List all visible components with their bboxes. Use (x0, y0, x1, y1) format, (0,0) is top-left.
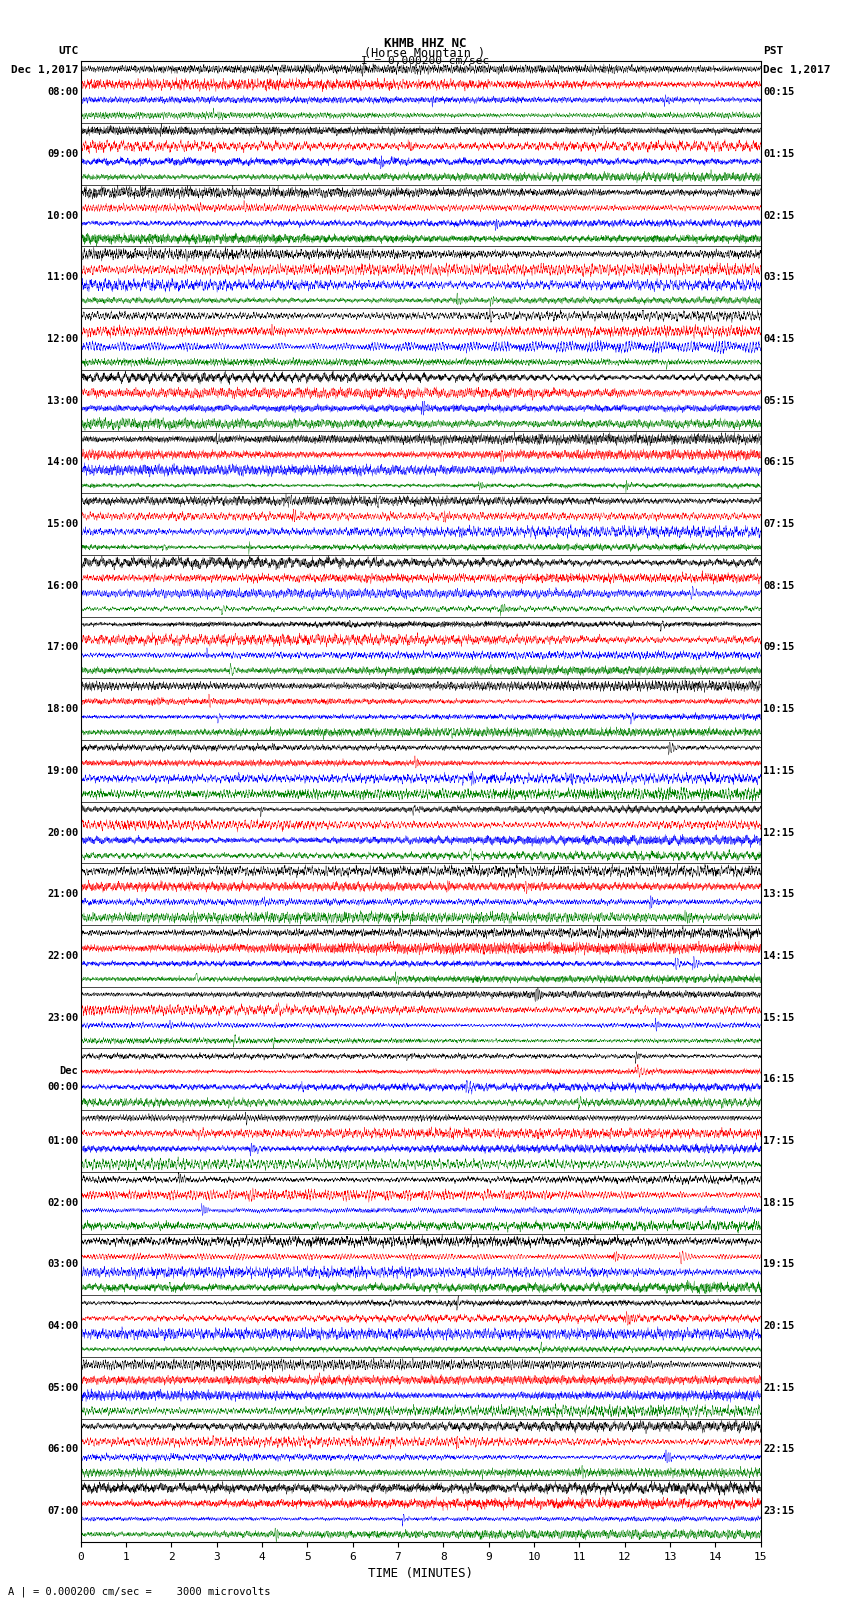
Text: 18:00: 18:00 (47, 705, 78, 715)
X-axis label: TIME (MINUTES): TIME (MINUTES) (368, 1568, 473, 1581)
Text: 11:00: 11:00 (47, 273, 78, 282)
Text: 00:15: 00:15 (763, 87, 795, 97)
Text: I = 0.000200 cm/sec: I = 0.000200 cm/sec (361, 56, 489, 66)
Text: Dec: Dec (60, 1066, 78, 1076)
Text: 08:00: 08:00 (47, 87, 78, 97)
Text: 14:15: 14:15 (763, 952, 795, 961)
Text: 04:15: 04:15 (763, 334, 795, 344)
Text: (Horse Mountain ): (Horse Mountain ) (365, 47, 485, 60)
Text: 23:00: 23:00 (47, 1013, 78, 1023)
Text: 21:15: 21:15 (763, 1382, 795, 1392)
Text: 00:00: 00:00 (47, 1082, 78, 1092)
Text: 16:00: 16:00 (47, 581, 78, 590)
Text: 13:00: 13:00 (47, 395, 78, 405)
Text: 22:15: 22:15 (763, 1445, 795, 1455)
Text: 08:15: 08:15 (763, 581, 795, 590)
Text: 22:00: 22:00 (47, 952, 78, 961)
Text: 20:00: 20:00 (47, 827, 78, 837)
Text: 07:00: 07:00 (47, 1507, 78, 1516)
Text: 19:00: 19:00 (47, 766, 78, 776)
Text: 05:00: 05:00 (47, 1382, 78, 1392)
Text: KHMB HHZ NC: KHMB HHZ NC (383, 37, 467, 50)
Text: 23:15: 23:15 (763, 1507, 795, 1516)
Text: 09:15: 09:15 (763, 642, 795, 652)
Text: Dec 1,2017: Dec 1,2017 (763, 65, 830, 74)
Text: 01:15: 01:15 (763, 148, 795, 158)
Text: 12:00: 12:00 (47, 334, 78, 344)
Text: 18:15: 18:15 (763, 1198, 795, 1208)
Text: 15:15: 15:15 (763, 1013, 795, 1023)
Text: 10:15: 10:15 (763, 705, 795, 715)
Text: 21:00: 21:00 (47, 889, 78, 898)
Text: 03:15: 03:15 (763, 273, 795, 282)
Text: 15:00: 15:00 (47, 519, 78, 529)
Text: PST: PST (763, 47, 784, 56)
Text: 07:15: 07:15 (763, 519, 795, 529)
Text: 17:15: 17:15 (763, 1136, 795, 1145)
Text: 13:15: 13:15 (763, 889, 795, 898)
Text: 16:15: 16:15 (763, 1074, 795, 1084)
Text: 11:15: 11:15 (763, 766, 795, 776)
Text: Dec 1,2017: Dec 1,2017 (11, 65, 78, 74)
Text: 19:15: 19:15 (763, 1260, 795, 1269)
Text: UTC: UTC (58, 47, 78, 56)
Text: 03:00: 03:00 (47, 1260, 78, 1269)
Text: 10:00: 10:00 (47, 211, 78, 221)
Text: 12:15: 12:15 (763, 827, 795, 837)
Text: 14:00: 14:00 (47, 458, 78, 468)
Text: 17:00: 17:00 (47, 642, 78, 652)
Text: 01:00: 01:00 (47, 1136, 78, 1145)
Text: 20:15: 20:15 (763, 1321, 795, 1331)
Text: A | = 0.000200 cm/sec =    3000 microvolts: A | = 0.000200 cm/sec = 3000 microvolts (8, 1587, 271, 1597)
Text: 02:15: 02:15 (763, 211, 795, 221)
Text: 04:00: 04:00 (47, 1321, 78, 1331)
Text: 09:00: 09:00 (47, 148, 78, 158)
Text: 02:00: 02:00 (47, 1198, 78, 1208)
Text: 06:00: 06:00 (47, 1445, 78, 1455)
Text: 06:15: 06:15 (763, 458, 795, 468)
Text: 05:15: 05:15 (763, 395, 795, 405)
